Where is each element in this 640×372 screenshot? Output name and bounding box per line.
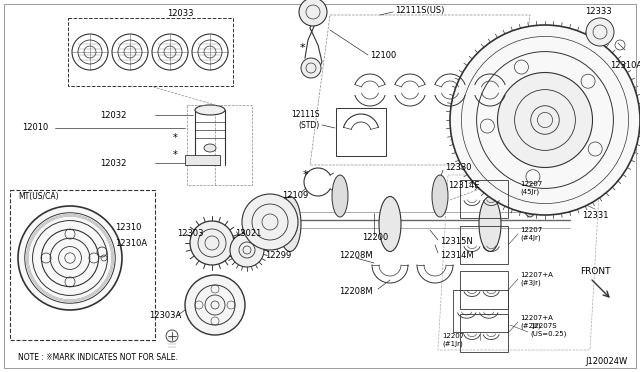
Text: 12310: 12310 (115, 224, 141, 232)
Circle shape (18, 206, 122, 310)
Circle shape (497, 73, 593, 167)
Text: 12207+A
(#3Jr): 12207+A (#3Jr) (520, 272, 553, 286)
Text: 12310A: 12310A (115, 240, 147, 248)
Text: 12033: 12033 (167, 9, 193, 17)
Bar (187, 105, 252, 185)
Ellipse shape (332, 175, 348, 217)
Text: 12303A: 12303A (149, 311, 181, 320)
Ellipse shape (522, 175, 538, 217)
Text: *: * (299, 43, 305, 53)
Text: MT(US/CA): MT(US/CA) (18, 192, 59, 201)
Ellipse shape (479, 196, 501, 251)
Bar (460, 271, 508, 309)
Circle shape (242, 194, 298, 250)
Text: 12207S
(US=0.25): 12207S (US=0.25) (530, 323, 566, 337)
Bar (460, 180, 508, 218)
Ellipse shape (195, 105, 225, 115)
Text: 12310A: 12310A (610, 61, 640, 70)
Ellipse shape (432, 175, 448, 217)
Text: 12331: 12331 (582, 211, 608, 219)
Ellipse shape (279, 196, 301, 251)
Text: *: * (302, 170, 308, 180)
Text: 12330: 12330 (445, 164, 472, 173)
Bar (453, 290, 508, 332)
Text: J120024W: J120024W (586, 357, 628, 366)
Ellipse shape (204, 144, 216, 152)
Text: 12207
(#1Jr): 12207 (#1Jr) (442, 333, 464, 347)
Text: 12207+A
(#2Jr): 12207+A (#2Jr) (520, 315, 553, 329)
Text: 12303: 12303 (177, 228, 204, 237)
Circle shape (299, 0, 327, 26)
Text: FRONT: FRONT (580, 267, 611, 276)
Ellipse shape (379, 196, 401, 251)
Text: 12314E: 12314E (448, 180, 479, 189)
Circle shape (450, 25, 640, 215)
Text: 12109: 12109 (282, 190, 308, 199)
Circle shape (230, 233, 264, 267)
Text: 12207
(#4Jr): 12207 (#4Jr) (520, 227, 542, 241)
Circle shape (301, 58, 321, 78)
Text: 13021: 13021 (235, 228, 261, 237)
Bar (336, 108, 386, 156)
Bar (185, 155, 220, 165)
Text: 12032: 12032 (100, 158, 126, 167)
Circle shape (586, 18, 614, 46)
Text: 12032: 12032 (100, 110, 126, 119)
Circle shape (190, 221, 234, 265)
Text: 12333: 12333 (585, 7, 611, 16)
Bar (460, 226, 508, 264)
Text: *: * (173, 150, 177, 160)
Bar (460, 314, 508, 352)
Text: 12314M: 12314M (440, 250, 474, 260)
Text: 12100: 12100 (370, 51, 396, 60)
Text: NOTE : ※MARK INDICATES NOT FOR SALE.: NOTE : ※MARK INDICATES NOT FOR SALE. (18, 353, 178, 362)
Text: 12111S(US): 12111S(US) (395, 6, 444, 15)
Text: 12111S
(STD): 12111S (STD) (291, 110, 320, 130)
Text: 12208M: 12208M (339, 250, 373, 260)
Bar (68, 18, 233, 86)
Text: 12200: 12200 (362, 234, 388, 243)
Text: 12315N: 12315N (440, 237, 473, 247)
Text: 12208M: 12208M (339, 288, 373, 296)
Text: 12207
(45Jr): 12207 (45Jr) (520, 181, 542, 195)
Text: 12010: 12010 (22, 124, 48, 132)
Bar (10, 190, 155, 340)
Text: *: * (173, 133, 177, 143)
Text: 12299: 12299 (265, 251, 291, 260)
Circle shape (185, 275, 245, 335)
